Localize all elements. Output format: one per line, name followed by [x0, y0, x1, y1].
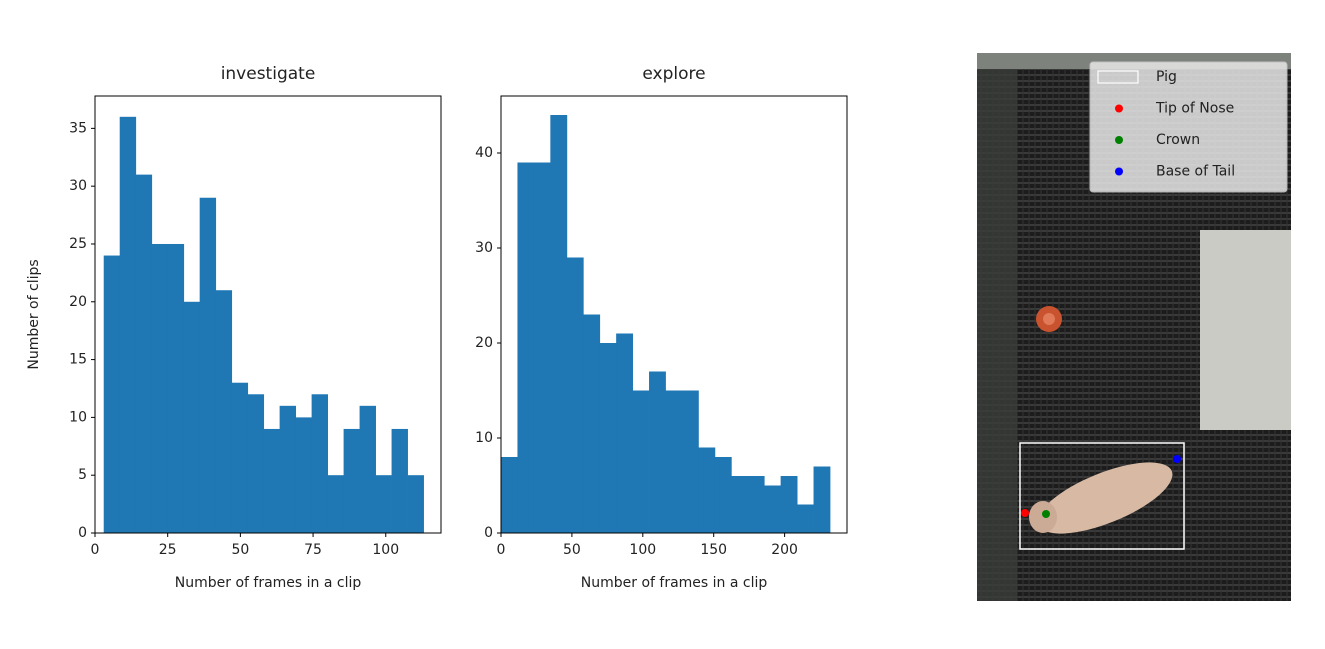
y-tick-label: 10: [475, 430, 493, 446]
axes-frame: [500, 95, 848, 534]
bar: [566, 257, 584, 533]
x-tick-label: 100: [629, 542, 656, 558]
bar: [780, 476, 798, 533]
bar: [649, 371, 666, 533]
bar: [813, 466, 831, 533]
bar: [343, 428, 360, 533]
photo-panel: [1200, 230, 1291, 430]
keypoint-tail: [1173, 455, 1181, 463]
bar: [391, 428, 408, 533]
y-tick-label: 20: [475, 335, 493, 351]
bar: [731, 476, 749, 533]
bar: [764, 485, 782, 533]
y-tick-label: 0: [78, 525, 87, 541]
legend-swatch: [1097, 70, 1139, 84]
y-tick-label: 15: [69, 352, 87, 368]
x-tick-label: 75: [304, 542, 322, 558]
bar: [359, 405, 376, 533]
axes-frame: [94, 95, 442, 534]
bar: [167, 243, 185, 534]
bar: [616, 333, 633, 533]
bar: [231, 382, 249, 533]
x-tick-label: 25: [159, 542, 177, 558]
x-tick-label: 0: [497, 542, 506, 558]
y-tick-label: 10: [69, 409, 87, 425]
y-axis-label: Number of clips: [26, 259, 42, 369]
bar: [407, 475, 424, 533]
y-tick-label: 30: [69, 178, 87, 194]
bar: [583, 314, 601, 533]
keypoint-crown: [1042, 510, 1050, 518]
y-tick-label: 20: [69, 294, 87, 310]
bar: [533, 162, 551, 533]
x-axis-label: Number of frames in a clip: [581, 575, 768, 591]
bar: [119, 116, 137, 534]
x-axis-label: Number of frames in a clip: [175, 575, 362, 591]
bar: [681, 390, 699, 533]
pig-box: [1019, 442, 1185, 550]
bar: [135, 174, 153, 533]
bar: [103, 255, 121, 534]
bar: [747, 476, 765, 533]
legend-label: Base of Tail: [1156, 164, 1235, 180]
y-tick-label: 0: [484, 525, 493, 541]
chart-title: explore: [642, 64, 705, 84]
y-tick-label: 35: [69, 120, 87, 136]
bar: [665, 390, 683, 533]
bar: [797, 504, 814, 533]
pig-head: [1029, 501, 1057, 533]
bar: [698, 447, 716, 533]
bar: [311, 394, 329, 533]
legend-box: [1089, 61, 1288, 193]
bar: [501, 457, 518, 533]
legend-marker: [1115, 136, 1123, 144]
bar: [517, 162, 535, 533]
legend-label: Pig: [1156, 69, 1177, 85]
x-tick-label: 0: [91, 542, 100, 558]
bar: [247, 394, 265, 533]
x-tick-label: 150: [700, 542, 727, 558]
feeder-center: [1043, 313, 1055, 325]
y-tick-label: 30: [475, 240, 493, 256]
y-tick-label: 40: [475, 145, 493, 161]
bar: [263, 428, 281, 533]
bar: [632, 390, 650, 533]
bar: [295, 417, 313, 533]
bar: [550, 115, 568, 533]
x-tick-label: 200: [771, 542, 798, 558]
legend-marker: [1115, 167, 1123, 176]
y-tick-label: 5: [78, 467, 87, 483]
legend-marker: [1115, 104, 1123, 113]
y-tick-label: 25: [69, 236, 87, 252]
bar: [599, 343, 617, 533]
x-tick-label: 50: [231, 542, 249, 558]
photo-wall: [977, 53, 1017, 601]
bar: [327, 475, 344, 533]
bar: [714, 457, 732, 533]
chart-title: investigate: [221, 64, 316, 84]
legend-label: Tip of Nose: [1155, 101, 1234, 117]
bar: [375, 475, 392, 533]
bar: [215, 290, 233, 533]
pig-body: [1037, 462, 1173, 534]
bar: [279, 405, 297, 533]
bar: [199, 197, 217, 533]
photo: [977, 53, 1291, 601]
legend-label: Crown: [1156, 132, 1200, 148]
bar: [151, 243, 169, 534]
keypoint-nose: [1021, 509, 1029, 517]
x-tick-label: 100: [372, 542, 399, 558]
bar: [183, 301, 201, 533]
x-tick-label: 50: [563, 542, 581, 558]
